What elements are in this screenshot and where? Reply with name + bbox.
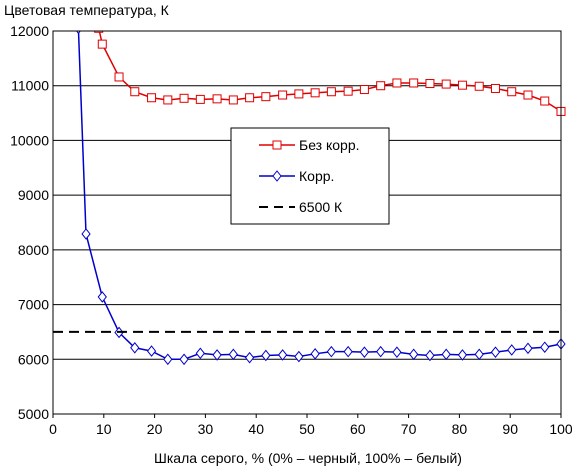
series-group	[53, 31, 566, 366]
diamond-marker	[272, 170, 282, 182]
x-tick-label: 60	[350, 421, 366, 437]
square-marker	[195, 94, 205, 104]
square-marker	[228, 95, 238, 105]
square-marker	[97, 39, 107, 49]
x-axis-title: Шкала серого, % (0% – черный, 100% – бел…	[154, 450, 462, 466]
square-marker	[507, 87, 517, 97]
square-marker	[147, 93, 157, 103]
legend-label: Корр.	[299, 168, 334, 184]
square-marker	[409, 78, 419, 88]
series-1	[75, 31, 566, 366]
square-marker	[163, 95, 173, 105]
y-tick-label: 8000	[18, 242, 49, 258]
square-marker	[278, 90, 288, 100]
y-tick-label: 11000	[11, 78, 49, 94]
diamond-marker	[195, 347, 205, 360]
legend: Без корр. Корр. 6500 К	[230, 127, 390, 225]
diamond-marker	[212, 349, 222, 361]
y-tick-label: 6000	[18, 351, 49, 367]
x-tick-label: 90	[502, 421, 518, 437]
diamond-marker	[163, 353, 173, 366]
diamond-marker	[474, 348, 484, 361]
legend-box	[230, 127, 390, 225]
diamond-marker	[97, 291, 107, 303]
x-tick-label: 80	[452, 421, 468, 437]
diamond-marker	[359, 346, 370, 358]
square-marker	[294, 89, 304, 99]
x-tick-label: 30	[198, 421, 214, 437]
square-marker	[425, 79, 435, 89]
y-tick-label: 12000	[10, 23, 49, 39]
diamond-marker	[294, 350, 304, 363]
diamond-marker	[523, 342, 533, 355]
legend-label: 6500 К	[299, 199, 343, 215]
square-marker	[326, 87, 336, 97]
diamond-marker	[326, 345, 337, 358]
diamond-marker	[261, 349, 271, 362]
square-marker	[376, 81, 386, 91]
diamond-marker	[376, 345, 386, 358]
square-marker	[343, 86, 353, 96]
y-tick-label: 7000	[18, 297, 49, 313]
x-tick-label: 10	[96, 421, 112, 437]
diamond-marker	[75, 31, 81, 35]
square-marker	[474, 81, 484, 91]
square-marker	[212, 94, 222, 104]
y-tick-labels: 5000 6000 7000 8000 9000 10000 11000 12000	[10, 23, 49, 422]
diamond-marker	[277, 349, 288, 361]
diamond-marker	[507, 344, 517, 356]
square-marker	[130, 87, 140, 97]
square-marker	[457, 80, 467, 90]
y-tick-label: 9000	[18, 187, 49, 203]
x-tick-label: 70	[401, 421, 417, 437]
diamond-marker	[343, 345, 353, 358]
square-marker	[490, 83, 500, 93]
x-tick-label: 100	[549, 421, 572, 437]
legend-label: Без корр.	[299, 137, 360, 153]
y-tick-label: 5000	[18, 406, 49, 422]
diamond-marker	[310, 348, 320, 360]
y-tick-label: 10000	[10, 132, 49, 148]
diamond-marker	[441, 348, 451, 361]
square-marker	[94, 31, 104, 33]
plot-frame	[52, 30, 562, 415]
x-tick-label: 40	[248, 421, 264, 437]
diamond-marker	[457, 349, 468, 361]
square-marker	[261, 92, 271, 102]
diamond-marker	[409, 348, 419, 361]
diamond-marker	[146, 345, 157, 357]
square-marker	[523, 90, 533, 100]
square-marker	[114, 72, 124, 82]
diamond-marker	[244, 351, 255, 364]
square-marker	[272, 140, 282, 150]
x-tick-label: 20	[147, 421, 163, 437]
diamond-marker	[490, 346, 501, 358]
diamond-marker	[392, 346, 402, 358]
square-marker	[540, 96, 550, 106]
square-marker	[245, 93, 255, 103]
diamond-marker	[425, 349, 435, 362]
x-tick-label: 50	[299, 421, 315, 437]
diamond-marker	[228, 348, 238, 361]
square-marker	[179, 93, 189, 103]
diamond-marker	[130, 341, 140, 354]
square-marker	[441, 79, 451, 89]
diamond-marker	[179, 353, 189, 366]
series-0	[94, 31, 566, 116]
square-marker	[310, 88, 320, 98]
square-marker	[392, 78, 402, 88]
x-tick-labels: 0 10 20 30 40 50 60 70 80 90 100	[49, 414, 572, 437]
y-axis-title: Цветовая температура, К	[4, 2, 170, 18]
square-marker	[359, 85, 369, 95]
x-tick-label: 0	[49, 421, 57, 437]
diamond-marker	[540, 341, 550, 354]
diamond-marker	[81, 228, 91, 240]
